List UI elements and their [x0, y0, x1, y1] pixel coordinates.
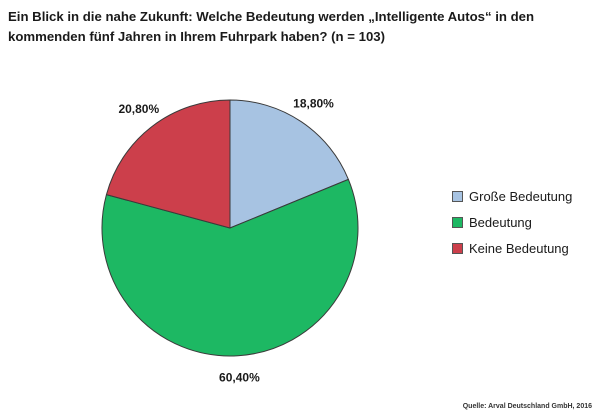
- legend-label-grosse-bedeutung: Große Bedeutung: [469, 188, 573, 204]
- pie-slice-grosse-bedeutung: [229, 99, 349, 229]
- legend-swatch-keine-bedeutung: [452, 242, 463, 254]
- legend-label-bedeutung: Bedeutung: [469, 214, 532, 230]
- legend-item-keine-bedeutung: Keine Bedeutung: [452, 235, 572, 261]
- chart-title: Ein Blick in die nahe Zukunft: Welche Be…: [8, 9, 535, 44]
- legend: Große Bedeutung Bedeutung Keine Bedeutung: [452, 183, 572, 261]
- legend-item-grosse-bedeutung: Große Bedeutung: [452, 183, 572, 209]
- legend-label-keine-bedeutung: Keine Bedeutung: [469, 240, 569, 256]
- pie-slice-bedeutung: [101, 178, 359, 357]
- slice-value-label-bedeutung: 60,40%: [219, 371, 260, 385]
- slice-value-label-keine-bedeutung: 20,80%: [118, 102, 159, 116]
- source-note: Quelle: Arval Deutschland GmbH, 2016: [462, 403, 592, 410]
- pie-slice-keine-bedeutung: [105, 99, 231, 229]
- legend-swatch-bedeutung: [452, 216, 463, 228]
- legend-item-bedeutung: Bedeutung: [452, 209, 572, 235]
- legend-swatch-grosse-bedeutung: [452, 190, 463, 202]
- slice-value-label-grosse-bedeutung: 18,80%: [293, 96, 334, 110]
